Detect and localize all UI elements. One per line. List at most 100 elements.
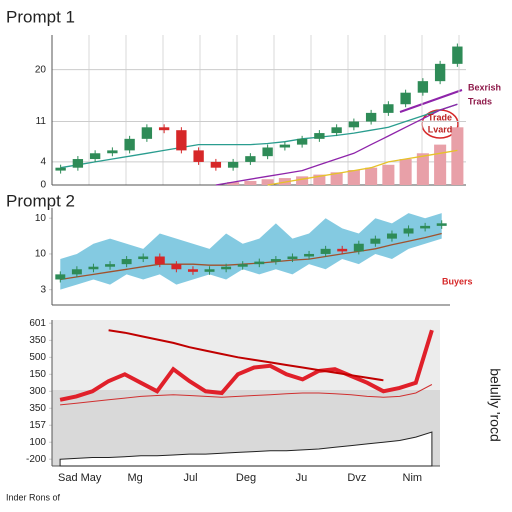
volume-bar [244,180,257,185]
candle [105,264,116,267]
candle [270,259,281,262]
y-tick-label: 157 [29,420,46,431]
candle [221,266,232,270]
candle [72,159,84,168]
candle [158,127,170,131]
candle [193,150,204,162]
candle [370,238,381,244]
x-tick-label: Deg [236,472,256,484]
y-tick-label: 150 [29,369,46,380]
candle [262,147,273,157]
volume-bar [416,153,429,185]
candle [386,233,397,239]
candle [187,269,198,272]
volume-bar [434,144,447,185]
candle [403,228,414,234]
candle [124,138,135,151]
x-axis-label: Inder Rons of [6,492,61,502]
x-tick-label: Jul [184,472,198,484]
candle [138,256,149,260]
volume-bar [451,127,464,185]
x-tick-label: Nim [403,472,423,484]
y-tick-label: 500 [29,352,46,363]
volume-bar [347,170,360,185]
candle [204,269,215,272]
candle [176,130,187,151]
candle [107,150,118,154]
y-tick-label: 11 [36,116,47,127]
y-tick-label: 601 [29,318,46,329]
y-tick-label: 20 [35,64,47,75]
candle [55,274,66,280]
candle [55,167,66,171]
x-tick-label: Dvz [347,472,366,484]
y-tick-label: 350 [29,335,46,346]
volume-bar [399,159,412,185]
line [60,232,442,281]
band [60,213,442,290]
y-tick-label: 350 [29,403,46,414]
chart-title: Prompt 2 [6,191,75,210]
candle [320,248,331,254]
y-tick-label: 10 [35,249,47,260]
y-tick-label: 10 [35,213,47,224]
line [267,149,458,186]
candle [237,264,248,267]
chart-title: Prompt 1 [6,7,75,26]
line [59,329,434,402]
x-tick-label: Mg [128,472,143,484]
annotation: Trads [468,96,492,106]
line [60,384,433,406]
candle [365,112,377,122]
candle [254,261,265,265]
candle [420,225,431,229]
candle [436,223,447,226]
volume-bar [296,176,309,185]
candle [141,127,153,139]
line [60,103,458,169]
y-tick-label: 100 [29,437,46,448]
candle [296,138,308,145]
line [108,329,384,382]
candle [171,264,182,270]
volume-bar [227,182,240,185]
candle [89,153,101,160]
candle [331,127,342,134]
candle [400,92,411,105]
y-tick-label: 4 [40,157,46,168]
candle [287,256,298,260]
annotation: Lvard [428,124,453,134]
volume-bar [261,179,274,185]
volume-bar [330,172,343,185]
line [215,103,458,186]
annotation: Buyers [442,276,473,286]
candle [383,104,394,113]
volume-bar [365,167,378,185]
annotation-arrow [399,89,463,113]
y-tick-label: 0 [40,180,46,191]
candle [227,161,239,168]
annotation: Bexrish [468,82,501,92]
candle [279,144,291,148]
area [59,431,433,467]
y2-axis-label: belully 'rocd [487,368,503,442]
candle [314,133,325,139]
candle [210,161,222,168]
candle [417,81,429,93]
y-tick-label: -200 [26,454,46,465]
volume-bar [313,174,326,185]
x-tick-label: Sad May [58,472,102,484]
candle [88,266,99,270]
candle [353,243,364,252]
volume-bar [382,164,395,185]
y-tick-label: 300 [29,386,46,397]
candle [71,269,82,275]
candle [452,46,463,64]
y-tick-label: 3 [40,284,46,295]
annotation: Trade [428,112,452,122]
candle [245,156,256,162]
candle [337,248,348,252]
x-tick-label: Ju [296,472,308,484]
candle [434,63,446,82]
candle [121,259,132,265]
